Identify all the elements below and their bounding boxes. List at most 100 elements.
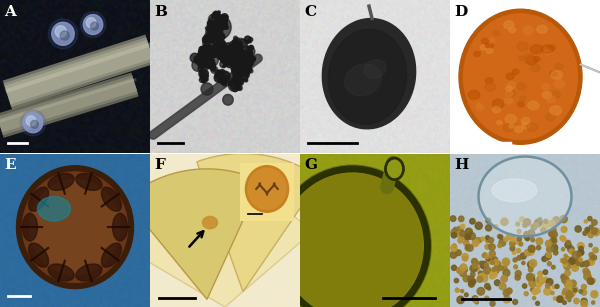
Circle shape xyxy=(523,223,527,227)
Circle shape xyxy=(472,296,478,301)
Circle shape xyxy=(202,79,206,83)
Circle shape xyxy=(220,54,229,64)
Circle shape xyxy=(232,56,233,58)
Circle shape xyxy=(218,41,225,48)
Circle shape xyxy=(243,60,247,63)
Circle shape xyxy=(564,263,571,270)
Circle shape xyxy=(244,57,248,61)
Circle shape xyxy=(565,256,570,262)
Circle shape xyxy=(513,299,518,305)
Circle shape xyxy=(224,15,226,17)
Circle shape xyxy=(223,57,225,59)
Ellipse shape xyxy=(23,213,37,241)
Circle shape xyxy=(457,267,462,273)
Circle shape xyxy=(475,222,482,229)
Circle shape xyxy=(208,22,212,26)
Circle shape xyxy=(224,44,227,47)
Circle shape xyxy=(457,227,461,231)
Ellipse shape xyxy=(518,56,524,60)
Circle shape xyxy=(203,57,215,68)
Circle shape xyxy=(233,52,241,59)
Circle shape xyxy=(205,37,209,41)
Circle shape xyxy=(233,47,235,49)
Circle shape xyxy=(572,286,578,293)
Circle shape xyxy=(247,46,250,49)
Circle shape xyxy=(203,37,207,41)
Circle shape xyxy=(235,45,238,48)
Circle shape xyxy=(591,255,595,259)
Circle shape xyxy=(238,45,242,49)
Ellipse shape xyxy=(481,45,487,50)
Circle shape xyxy=(546,278,553,286)
Circle shape xyxy=(198,55,202,59)
Circle shape xyxy=(217,40,219,43)
Circle shape xyxy=(478,274,484,280)
Circle shape xyxy=(235,49,238,52)
Circle shape xyxy=(552,238,556,242)
Ellipse shape xyxy=(386,158,404,180)
Circle shape xyxy=(586,229,590,233)
Circle shape xyxy=(224,57,229,62)
Circle shape xyxy=(223,65,225,68)
Circle shape xyxy=(499,283,506,290)
Circle shape xyxy=(485,296,489,301)
Circle shape xyxy=(450,251,457,258)
Circle shape xyxy=(232,82,235,85)
Circle shape xyxy=(539,274,542,278)
Circle shape xyxy=(473,297,479,303)
Circle shape xyxy=(230,58,233,60)
Circle shape xyxy=(212,11,220,18)
Circle shape xyxy=(244,46,255,57)
Circle shape xyxy=(220,47,223,50)
Circle shape xyxy=(208,14,220,25)
Circle shape xyxy=(202,60,206,64)
Circle shape xyxy=(568,246,574,252)
Circle shape xyxy=(542,221,550,228)
Circle shape xyxy=(220,36,223,39)
Circle shape xyxy=(539,278,544,282)
Circle shape xyxy=(237,42,241,46)
Circle shape xyxy=(229,57,233,61)
Circle shape xyxy=(230,41,235,47)
Circle shape xyxy=(515,270,521,277)
Circle shape xyxy=(231,63,234,66)
Circle shape xyxy=(233,50,241,57)
Circle shape xyxy=(202,55,206,59)
Text: B: B xyxy=(155,5,167,19)
Circle shape xyxy=(234,71,241,78)
Circle shape xyxy=(569,280,576,287)
Circle shape xyxy=(206,28,213,35)
Circle shape xyxy=(224,57,227,60)
Circle shape xyxy=(223,46,226,50)
Circle shape xyxy=(485,244,490,249)
Circle shape xyxy=(245,66,252,73)
Circle shape xyxy=(497,235,502,239)
Circle shape xyxy=(558,295,565,302)
Circle shape xyxy=(501,275,508,282)
Circle shape xyxy=(472,258,478,264)
Circle shape xyxy=(479,261,483,265)
Circle shape xyxy=(451,229,458,236)
Circle shape xyxy=(227,59,232,64)
Circle shape xyxy=(215,44,219,48)
Circle shape xyxy=(461,290,464,293)
Circle shape xyxy=(235,42,239,47)
Circle shape xyxy=(233,56,235,58)
Circle shape xyxy=(465,228,472,235)
Circle shape xyxy=(235,57,238,60)
Circle shape xyxy=(234,59,238,63)
Circle shape xyxy=(593,247,598,253)
Circle shape xyxy=(477,287,485,295)
Circle shape xyxy=(216,71,222,77)
Circle shape xyxy=(221,16,228,23)
Circle shape xyxy=(488,244,492,248)
Circle shape xyxy=(245,61,247,63)
Circle shape xyxy=(587,278,594,284)
Circle shape xyxy=(529,276,535,283)
Circle shape xyxy=(219,45,221,46)
Circle shape xyxy=(472,264,477,268)
Circle shape xyxy=(593,292,596,296)
Circle shape xyxy=(488,258,494,264)
Circle shape xyxy=(201,77,203,80)
Circle shape xyxy=(218,54,222,57)
